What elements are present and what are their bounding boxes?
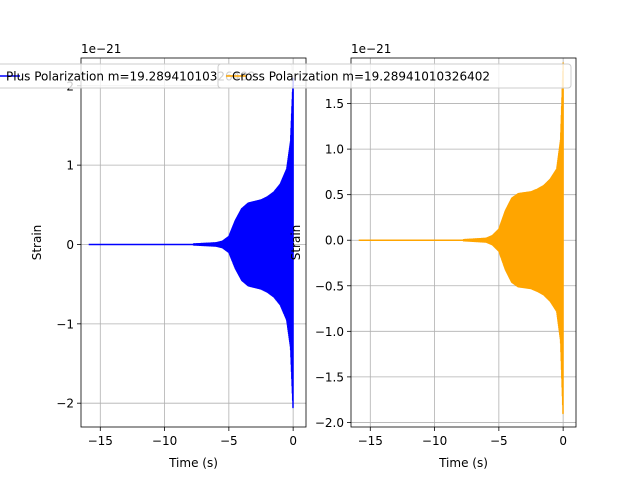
plus-x-tick-label: −15	[88, 434, 113, 448]
cross-y-tick-label: 0.0	[325, 234, 344, 248]
cross-polarization-line	[358, 62, 564, 415]
plus-x-axis-label: Time (s)	[168, 456, 218, 470]
plus-y-axis-label: Strain	[30, 225, 44, 261]
cross-y-tick-label: −2.0	[315, 416, 344, 430]
plus-polarization-line	[88, 77, 294, 409]
plus-y-tick-label: −2	[56, 397, 74, 411]
cross-x-tick-label: −10	[422, 434, 447, 448]
plus-x-tick-label: −5	[220, 434, 238, 448]
cross-y-tick-label: −1.5	[315, 370, 344, 384]
cross-x-tick-label: 0	[559, 434, 567, 448]
cross-y-tick-label: −1.0	[315, 325, 344, 339]
cross-polarization-panel: −15 −10 −5 0 −2.0 −1.5 −1.0 −0.5 0.0 0.5 1.0 1.5 1e−…	[289, 42, 577, 470]
plus-x-tick-label: 0	[289, 434, 297, 448]
cross-x-tick-label: −5	[490, 434, 508, 448]
cross-legend-label: Cross Polarization m=19.28941010326402	[232, 70, 490, 84]
cross-y-tick-label: 1.5	[325, 97, 344, 111]
plus-y-tick-label: 0	[66, 238, 74, 252]
cross-y-tick-label: −0.5	[315, 279, 344, 293]
plus-x-tick-label: −10	[152, 434, 177, 448]
cross-legend: Cross Polarization m=19.28941010326402	[217, 63, 572, 89]
cross-y-tick-label: 0.5	[325, 188, 344, 202]
cross-y-axis-label: Strain	[289, 225, 303, 261]
cross-legend-box	[217, 63, 572, 89]
cross-y-tick-label: 1.0	[325, 143, 344, 157]
plus-axes-frame	[80, 57, 307, 428]
cross-x-tick-label: −15	[358, 434, 383, 448]
cross-axes-frame	[350, 57, 577, 428]
cross-x-axis-label: Time (s)	[438, 456, 488, 470]
cross-offset-text: 1e−21	[351, 42, 391, 56]
plus-legend-label: Plus Polarization m=19.28941010326402	[6, 70, 256, 84]
plus-offset-text: 1e−21	[81, 42, 121, 56]
plus-y-tick-label: −1	[56, 317, 74, 331]
plus-y-tick-label: 1	[66, 159, 74, 173]
